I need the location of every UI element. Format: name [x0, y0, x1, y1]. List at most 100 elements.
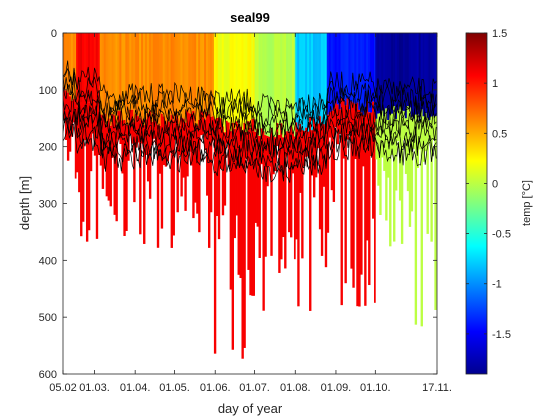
surface-layer-cell — [82, 33, 85, 100]
surface-layer-cell — [340, 33, 343, 99]
surface-layer-cell — [107, 33, 110, 119]
surface-layer-cell — [186, 33, 189, 111]
deep-layer-cell — [196, 126, 199, 214]
x-tick-label: 01.09. — [321, 382, 352, 394]
x-tick-label: 05.02 — [49, 382, 77, 394]
surface-layer-cell — [430, 33, 433, 117]
deep-layer-cell — [293, 136, 296, 260]
surface-layer-cell — [243, 33, 246, 123]
colorbar — [465, 32, 488, 375]
deep-layer-cell — [406, 106, 410, 192]
surface-layer-cell — [280, 33, 283, 124]
profile-trace — [63, 109, 437, 168]
surface-layer-cell — [131, 33, 134, 110]
y-axis-label: depth [m] — [17, 176, 32, 230]
surface-layer-cell — [76, 33, 79, 107]
surface-layer-cell — [133, 33, 136, 123]
surface-layer-cell — [374, 33, 376, 113]
deep-layer-cell — [418, 121, 421, 150]
surface-layer-cell — [80, 33, 83, 103]
surface-layer-cell — [143, 33, 146, 126]
deep-layer-cell — [303, 130, 306, 166]
surface-layer-cell — [217, 33, 221, 118]
surface-layer-cell — [316, 33, 320, 124]
surface-layer-cell — [324, 33, 328, 126]
surface-layer-cell — [336, 33, 339, 105]
colorbar-tick-label: 1 — [492, 78, 498, 90]
surface-layer-cell — [311, 33, 314, 131]
surface-layer-cell — [202, 33, 205, 112]
x-tick-label: 01.05. — [159, 382, 190, 394]
surface-layer-cell — [293, 33, 296, 137]
deep-layer-cell — [356, 102, 359, 307]
surface-layer-cell — [227, 33, 231, 123]
y-axis-ticks: 0 100 200 300 400 500 600 — [39, 28, 437, 381]
surface-layer-cell — [305, 33, 308, 128]
surface-layer-cell — [247, 33, 250, 122]
surface-layer-cell — [266, 33, 269, 137]
surface-layer-cell — [103, 33, 107, 114]
deep-layer-cell — [63, 86, 66, 121]
deep-layer-cell — [387, 120, 390, 178]
deep-layer-cell — [111, 114, 114, 158]
deep-layer-cell — [270, 127, 273, 256]
surface-layer-cell — [156, 33, 160, 125]
deep-layer-cell — [381, 110, 384, 158]
deep-layer-cell — [251, 118, 254, 296]
surface-layer-cell — [68, 33, 72, 97]
colorbar-label: temp [°C] — [521, 180, 533, 226]
surface-layer-cell — [174, 33, 177, 114]
surface-layer-cell — [264, 33, 267, 136]
deep-layer-cell — [97, 101, 101, 155]
deep-layer-cell — [83, 98, 87, 141]
surface-layer-cell — [282, 33, 285, 138]
deep-layer-cell — [223, 132, 227, 206]
deep-layer-cell — [229, 131, 233, 290]
deep-layer-cell — [208, 113, 211, 248]
surface-layer-cell — [383, 33, 386, 117]
surface-layer-cell — [375, 33, 378, 119]
deep-layer-cell — [119, 111, 122, 145]
deep-layer-cell — [243, 122, 246, 348]
deep-layer-cell — [192, 111, 195, 219]
surface-layer-cell — [406, 33, 410, 107]
surface-layer-cell — [303, 33, 306, 131]
deep-layer-cell — [284, 134, 287, 269]
surface-layer-cell — [170, 33, 173, 116]
surface-layer-cell — [291, 33, 295, 132]
colorbar-tick-label: -1.5 — [492, 329, 511, 341]
surface-layer-cell — [334, 33, 338, 101]
deep-layer-cell — [217, 117, 221, 240]
surface-layer-cell — [208, 33, 211, 114]
deep-layer-cell — [408, 107, 412, 227]
surface-layer-cell — [105, 33, 109, 125]
y-tick-label: 0 — [51, 28, 57, 40]
surface-layer-cell — [160, 33, 164, 114]
surface-layer-cell — [348, 33, 351, 110]
surface-layer-cell — [364, 33, 367, 111]
deep-layer-cell — [219, 118, 223, 169]
deep-layer-cell — [113, 115, 116, 215]
deep-layer-cell — [200, 110, 203, 136]
surface-layer-cell — [123, 33, 126, 120]
deep-layer-cell — [426, 117, 429, 234]
deep-layer-cell — [262, 131, 265, 311]
colorbar-tick-label: 0 — [492, 178, 498, 190]
surface-layer-cell — [422, 33, 425, 117]
deep-layer-cell — [290, 125, 293, 238]
surface-layer-cell — [342, 33, 345, 100]
chart-title: seal99 — [230, 10, 270, 25]
surface-layer-cell — [332, 33, 336, 108]
surface-layer-cell — [256, 33, 259, 129]
deep-layer-cell — [235, 121, 238, 216]
deep-layer-cell — [320, 123, 324, 256]
deep-layer-cell — [350, 101, 353, 269]
surface-layer-cell — [418, 33, 421, 122]
surface-layer-cell — [178, 33, 181, 126]
deep-layer-cell — [324, 125, 328, 268]
deep-layer-cell — [103, 113, 107, 169]
x-tick-label: 01.04. — [120, 382, 151, 394]
surface-layer-cell — [125, 33, 128, 125]
surface-layer-cell — [78, 33, 81, 109]
surface-layer-cell — [314, 33, 318, 125]
